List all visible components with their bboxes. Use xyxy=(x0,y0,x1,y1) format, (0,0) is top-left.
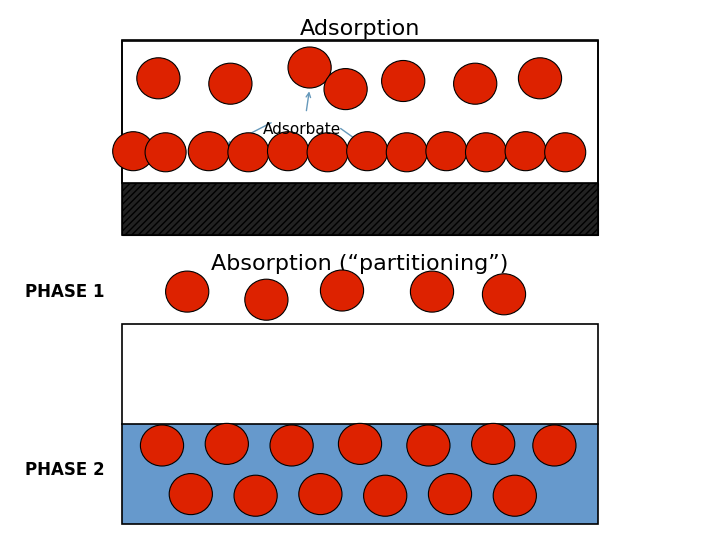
Ellipse shape xyxy=(288,47,331,88)
Ellipse shape xyxy=(428,474,472,515)
Bar xyxy=(122,324,598,424)
Bar xyxy=(122,324,598,524)
Bar xyxy=(122,184,598,235)
Ellipse shape xyxy=(145,133,186,172)
Ellipse shape xyxy=(169,474,212,515)
Ellipse shape xyxy=(364,475,407,516)
Ellipse shape xyxy=(228,133,269,172)
Ellipse shape xyxy=(268,132,308,171)
Ellipse shape xyxy=(320,270,364,311)
Bar xyxy=(122,40,598,235)
Ellipse shape xyxy=(188,132,229,171)
Ellipse shape xyxy=(454,63,497,104)
Ellipse shape xyxy=(382,60,425,102)
Ellipse shape xyxy=(205,423,248,464)
Ellipse shape xyxy=(137,58,180,99)
Ellipse shape xyxy=(386,133,427,172)
Ellipse shape xyxy=(545,133,586,172)
Ellipse shape xyxy=(209,63,252,104)
Ellipse shape xyxy=(112,132,154,171)
Ellipse shape xyxy=(234,475,277,516)
Ellipse shape xyxy=(466,133,507,172)
Ellipse shape xyxy=(299,474,342,515)
Ellipse shape xyxy=(518,58,562,99)
Text: PHASE 2: PHASE 2 xyxy=(25,461,104,479)
Ellipse shape xyxy=(140,425,184,466)
Ellipse shape xyxy=(482,274,526,315)
Ellipse shape xyxy=(307,133,348,172)
Ellipse shape xyxy=(270,425,313,466)
Ellipse shape xyxy=(426,132,467,171)
Text: Absorption (“partitioning”): Absorption (“partitioning”) xyxy=(211,254,509,274)
Ellipse shape xyxy=(533,425,576,466)
Bar xyxy=(122,40,598,184)
Ellipse shape xyxy=(166,271,209,312)
Ellipse shape xyxy=(324,69,367,110)
Bar xyxy=(122,424,598,524)
Ellipse shape xyxy=(407,425,450,466)
Text: Adsorption: Adsorption xyxy=(300,19,420,39)
Text: Adsorbate: Adsorbate xyxy=(264,122,341,137)
Ellipse shape xyxy=(493,475,536,516)
Ellipse shape xyxy=(472,423,515,464)
Ellipse shape xyxy=(410,271,454,312)
Ellipse shape xyxy=(245,279,288,320)
Ellipse shape xyxy=(505,132,546,171)
Text: PHASE 1: PHASE 1 xyxy=(25,282,104,301)
Ellipse shape xyxy=(338,423,382,464)
Ellipse shape xyxy=(347,132,388,171)
